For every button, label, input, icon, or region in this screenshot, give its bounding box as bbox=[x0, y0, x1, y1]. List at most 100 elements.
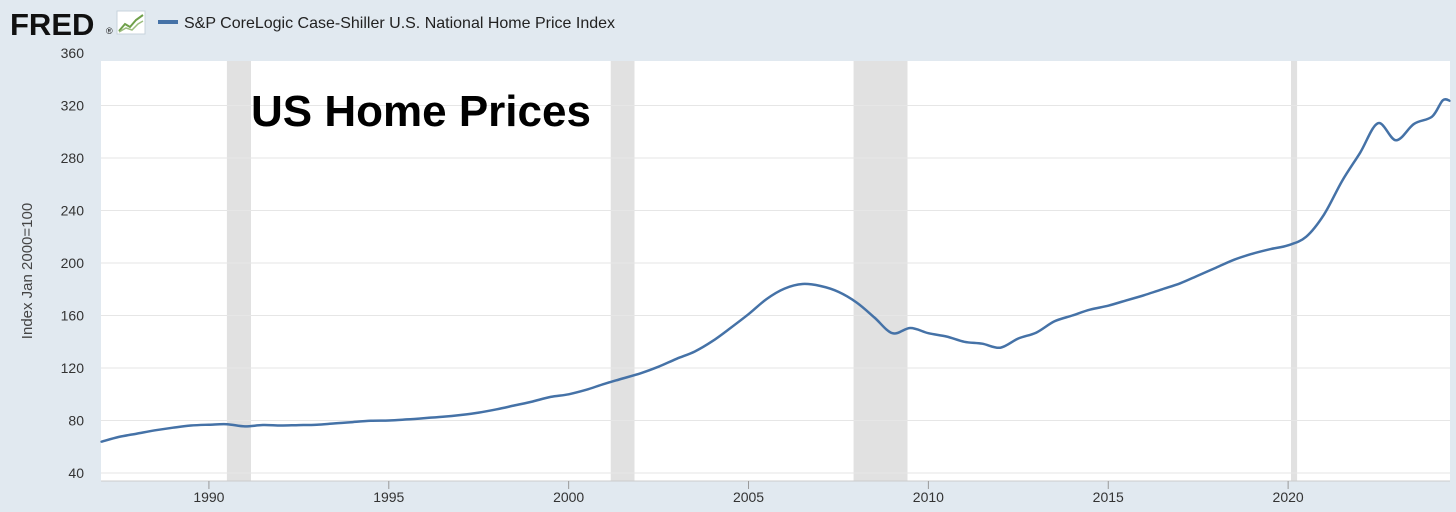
y-tick-label-120: 120 bbox=[61, 360, 85, 376]
y-axis: 40 80 120 160 200 240 280 320 360 bbox=[61, 45, 85, 481]
data-point bbox=[1197, 274, 1199, 277]
data-point bbox=[405, 418, 408, 421]
data-point bbox=[891, 332, 894, 335]
data-point bbox=[927, 332, 930, 335]
data-point bbox=[1089, 308, 1092, 311]
data-point bbox=[855, 301, 858, 304]
data-point bbox=[495, 408, 498, 411]
y-tick-label-240: 240 bbox=[61, 203, 85, 219]
data-point bbox=[172, 426, 174, 429]
data-point bbox=[711, 340, 714, 342]
data-point bbox=[945, 335, 948, 338]
recession-band-1 bbox=[610, 61, 635, 481]
data-point bbox=[316, 423, 318, 426]
data-point bbox=[208, 423, 210, 426]
data-point bbox=[1413, 123, 1415, 125]
data-point bbox=[603, 382, 606, 385]
data-point bbox=[1035, 331, 1038, 334]
recession-bands bbox=[226, 61, 1298, 481]
x-tick-label-2020: 2020 bbox=[1273, 489, 1304, 505]
y-tick-label-280: 280 bbox=[61, 150, 85, 166]
plot-area bbox=[101, 61, 1450, 481]
data-point bbox=[621, 377, 624, 380]
series-layer bbox=[100, 97, 1451, 444]
data-point bbox=[1377, 122, 1379, 125]
data-point bbox=[513, 404, 516, 407]
x-tick-label-1990: 1990 bbox=[193, 489, 224, 505]
data-point bbox=[334, 422, 336, 425]
data-point bbox=[423, 417, 426, 419]
data-point bbox=[549, 396, 552, 398]
data-point bbox=[477, 411, 480, 414]
data-point bbox=[1449, 100, 1451, 102]
gridlines bbox=[101, 105, 1450, 474]
legend[interactable]: S&P CoreLogic Case-Shiller U.S. National… bbox=[158, 15, 615, 32]
x-tick-label-2005: 2005 bbox=[733, 489, 764, 505]
data-point bbox=[819, 285, 822, 287]
data-point bbox=[370, 419, 372, 422]
data-point bbox=[909, 327, 912, 329]
data-point bbox=[1215, 266, 1217, 269]
x-tick-label-1995: 1995 bbox=[373, 489, 404, 505]
fred-registered-mark: ® bbox=[106, 26, 113, 36]
data-point bbox=[657, 365, 660, 368]
data-point bbox=[675, 358, 678, 360]
data-point bbox=[585, 388, 588, 391]
x-axis: 1990 1995 2000 2005 2010 2015 2020 bbox=[101, 480, 1450, 505]
data-point bbox=[1442, 99, 1444, 102]
x-tick-label-2010: 2010 bbox=[913, 489, 944, 505]
data-point bbox=[441, 416, 444, 418]
data-point bbox=[1269, 248, 1271, 251]
data-point bbox=[639, 372, 642, 375]
data-point bbox=[190, 424, 192, 427]
y-axis-title: Index Jan 2000=100 bbox=[19, 203, 36, 339]
data-point bbox=[729, 327, 732, 329]
y-tick-label-360: 360 bbox=[61, 45, 85, 61]
data-point bbox=[765, 298, 768, 300]
data-point bbox=[1143, 294, 1146, 296]
data-point bbox=[1107, 304, 1110, 307]
data-point bbox=[567, 393, 570, 396]
chart-annotation: US Home Prices bbox=[251, 87, 591, 136]
data-point bbox=[1341, 180, 1343, 182]
data-point bbox=[999, 346, 1002, 349]
y-tick-label-320: 320 bbox=[61, 98, 85, 114]
data-point bbox=[801, 283, 804, 285]
data-point bbox=[1287, 244, 1289, 247]
data-point bbox=[693, 350, 696, 353]
data-point bbox=[1053, 320, 1056, 323]
data-point bbox=[747, 313, 750, 315]
data-point bbox=[100, 440, 102, 443]
data-point bbox=[531, 400, 534, 403]
data-point bbox=[1251, 253, 1253, 255]
data-point bbox=[1161, 288, 1164, 291]
data-point bbox=[459, 414, 462, 416]
data-point bbox=[873, 316, 876, 319]
fred-logo[interactable]: FRED ® bbox=[10, 7, 146, 42]
data-point bbox=[1017, 337, 1020, 340]
data-point bbox=[963, 340, 966, 343]
data-point bbox=[1179, 282, 1181, 285]
data-point bbox=[783, 287, 786, 290]
data-point bbox=[981, 342, 984, 345]
data-point bbox=[1125, 299, 1128, 302]
data-point bbox=[1305, 235, 1307, 238]
data-point bbox=[1431, 115, 1433, 118]
data-point bbox=[352, 421, 354, 423]
recession-band-3 bbox=[1290, 61, 1298, 481]
y-tick-label-80: 80 bbox=[68, 413, 84, 429]
data-point bbox=[1071, 314, 1074, 317]
data-point bbox=[837, 291, 840, 293]
data-point bbox=[1323, 213, 1325, 216]
legend-series-label: S&P CoreLogic Case-Shiller U.S. National… bbox=[184, 15, 615, 32]
data-point bbox=[262, 424, 264, 426]
fred-line-chart-icon bbox=[116, 10, 146, 35]
y-tick-label-200: 200 bbox=[61, 255, 85, 271]
data-point bbox=[1395, 139, 1397, 142]
data-point bbox=[244, 425, 246, 428]
y-tick-label-160: 160 bbox=[61, 308, 85, 324]
data-point bbox=[226, 423, 228, 425]
data-point bbox=[298, 424, 300, 426]
